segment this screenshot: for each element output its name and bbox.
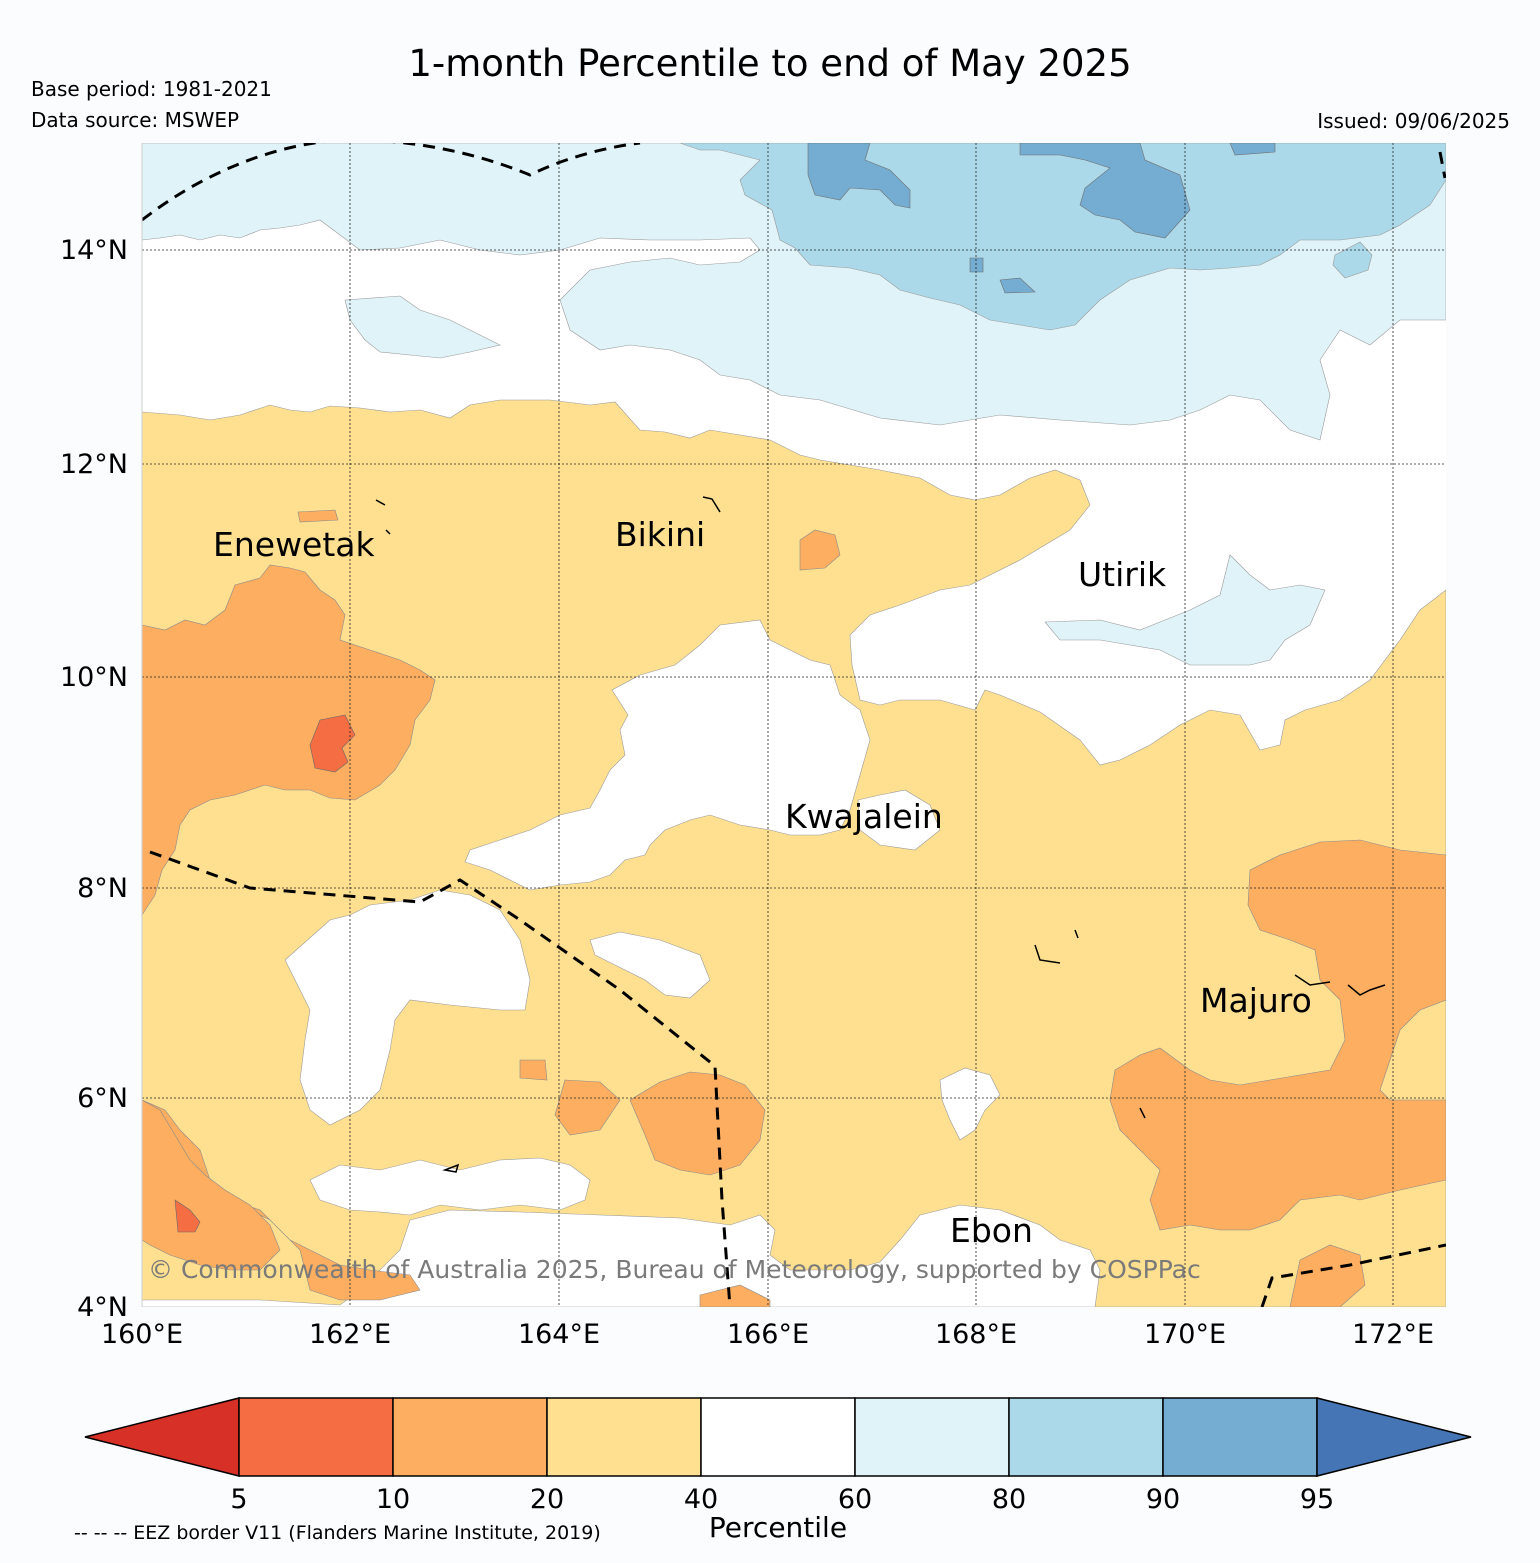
place-label-bikini: Bikini xyxy=(615,515,705,554)
lon-label-172: 172°E xyxy=(1352,1319,1434,1350)
lat-label-6: 6°N xyxy=(77,1083,128,1114)
atoll-outlines xyxy=(375,496,1386,1173)
colorbar-tick-5: 5 xyxy=(230,1484,247,1515)
lon-label-160: 160°E xyxy=(101,1319,183,1350)
region-40-60-hole-2 xyxy=(857,789,941,851)
region-40-60-hole-5 xyxy=(939,1067,1001,1141)
region-90-95 xyxy=(807,143,1276,294)
colorbar-tick-20: 20 xyxy=(530,1484,564,1515)
lon-label-170: 170°E xyxy=(1144,1319,1226,1350)
place-label-kwajalein: Kwajalein xyxy=(785,797,943,836)
colorbar-tick-95: 95 xyxy=(1300,1484,1334,1515)
lon-label-166: 166°E xyxy=(727,1319,809,1350)
region-60-80-islet xyxy=(344,295,501,359)
eez-border xyxy=(142,143,1446,1307)
region-40-60-hole-4 xyxy=(589,931,711,999)
colorbar-below-5 xyxy=(84,1397,240,1477)
region-10-20-majuro xyxy=(1109,839,1446,1231)
region-80-90 xyxy=(679,143,1446,331)
colorbar-tick-90: 90 xyxy=(1146,1484,1180,1515)
lon-label-162: 162°E xyxy=(309,1319,391,1350)
colorbar-90-95 xyxy=(1162,1397,1318,1477)
region-10-20-islet xyxy=(297,509,841,1081)
lon-labels: 160°E 162°E 164°E 166°E 168°E 170°E 172°… xyxy=(101,1319,1434,1350)
colorbar-20-40 xyxy=(546,1397,702,1477)
lon-label-168: 168°E xyxy=(935,1319,1017,1350)
place-label-enewetak: Enewetak xyxy=(213,525,376,564)
lat-label-12: 12°N xyxy=(60,449,128,480)
colorbar-tick-60: 60 xyxy=(838,1484,872,1515)
map-grid xyxy=(142,143,1446,1307)
colorbar-title: Percentile xyxy=(708,1511,848,1544)
region-80-90-islet xyxy=(1332,241,1373,279)
lat-label-14: 14°N xyxy=(60,235,128,266)
colorbar-above-95 xyxy=(1316,1397,1472,1477)
colorbar xyxy=(84,1397,1472,1477)
place-label-majuro: Majuro xyxy=(1200,981,1312,1020)
region-5-10 xyxy=(174,714,356,1233)
lat-label-10: 10°N xyxy=(60,662,128,693)
place-label-utirik: Utirik xyxy=(1078,555,1167,594)
lon-label-164: 164°E xyxy=(518,1319,600,1350)
lat-label-4: 4°N xyxy=(77,1292,128,1323)
colorbar-80-90 xyxy=(1008,1397,1164,1477)
colorbar-60-80 xyxy=(854,1397,1010,1477)
colorbar-tick-40: 40 xyxy=(684,1484,718,1515)
colorbar-40-60 xyxy=(700,1397,856,1477)
colorbar-tick-80: 80 xyxy=(992,1484,1026,1515)
colorbar-ticks: 5 10 20 40 60 80 90 95 xyxy=(230,1484,1334,1515)
copyright-text: © Commonwealth of Australia 2025, Bureau… xyxy=(148,1255,1201,1284)
map-area xyxy=(142,143,1446,1307)
colorbar-5-10 xyxy=(238,1397,394,1477)
map-title: 1-month Percentile to end of May 2025 xyxy=(408,42,1132,85)
region-10-20-west xyxy=(142,564,436,916)
colorbar-tick-10: 10 xyxy=(376,1484,410,1515)
base-period-text: Base period: 1981-2021 xyxy=(31,77,272,101)
place-labels: Enewetak Bikini Utirik Kwajalein Majuro … xyxy=(213,515,1312,1250)
colorbar-10-20 xyxy=(392,1397,548,1477)
data-source-text: Data source: MSWEP xyxy=(31,108,240,132)
lat-label-8: 8°N xyxy=(77,873,128,904)
region-10-20-sw-b xyxy=(142,1099,281,1271)
region-60-80-utirik xyxy=(1044,554,1326,666)
region-40-60-hole-6 xyxy=(309,1157,591,1216)
eez-note: -- -- -- EEZ border V11 (Flanders Marine… xyxy=(74,1522,601,1544)
lat-labels: 14°N 12°N 10°N 8°N 6°N 4°N xyxy=(60,235,128,1323)
place-label-ebon: Ebon xyxy=(950,1211,1033,1250)
region-40-60-hole xyxy=(464,619,871,891)
issued-date-text: Issued: 09/06/2025 xyxy=(1317,109,1510,133)
